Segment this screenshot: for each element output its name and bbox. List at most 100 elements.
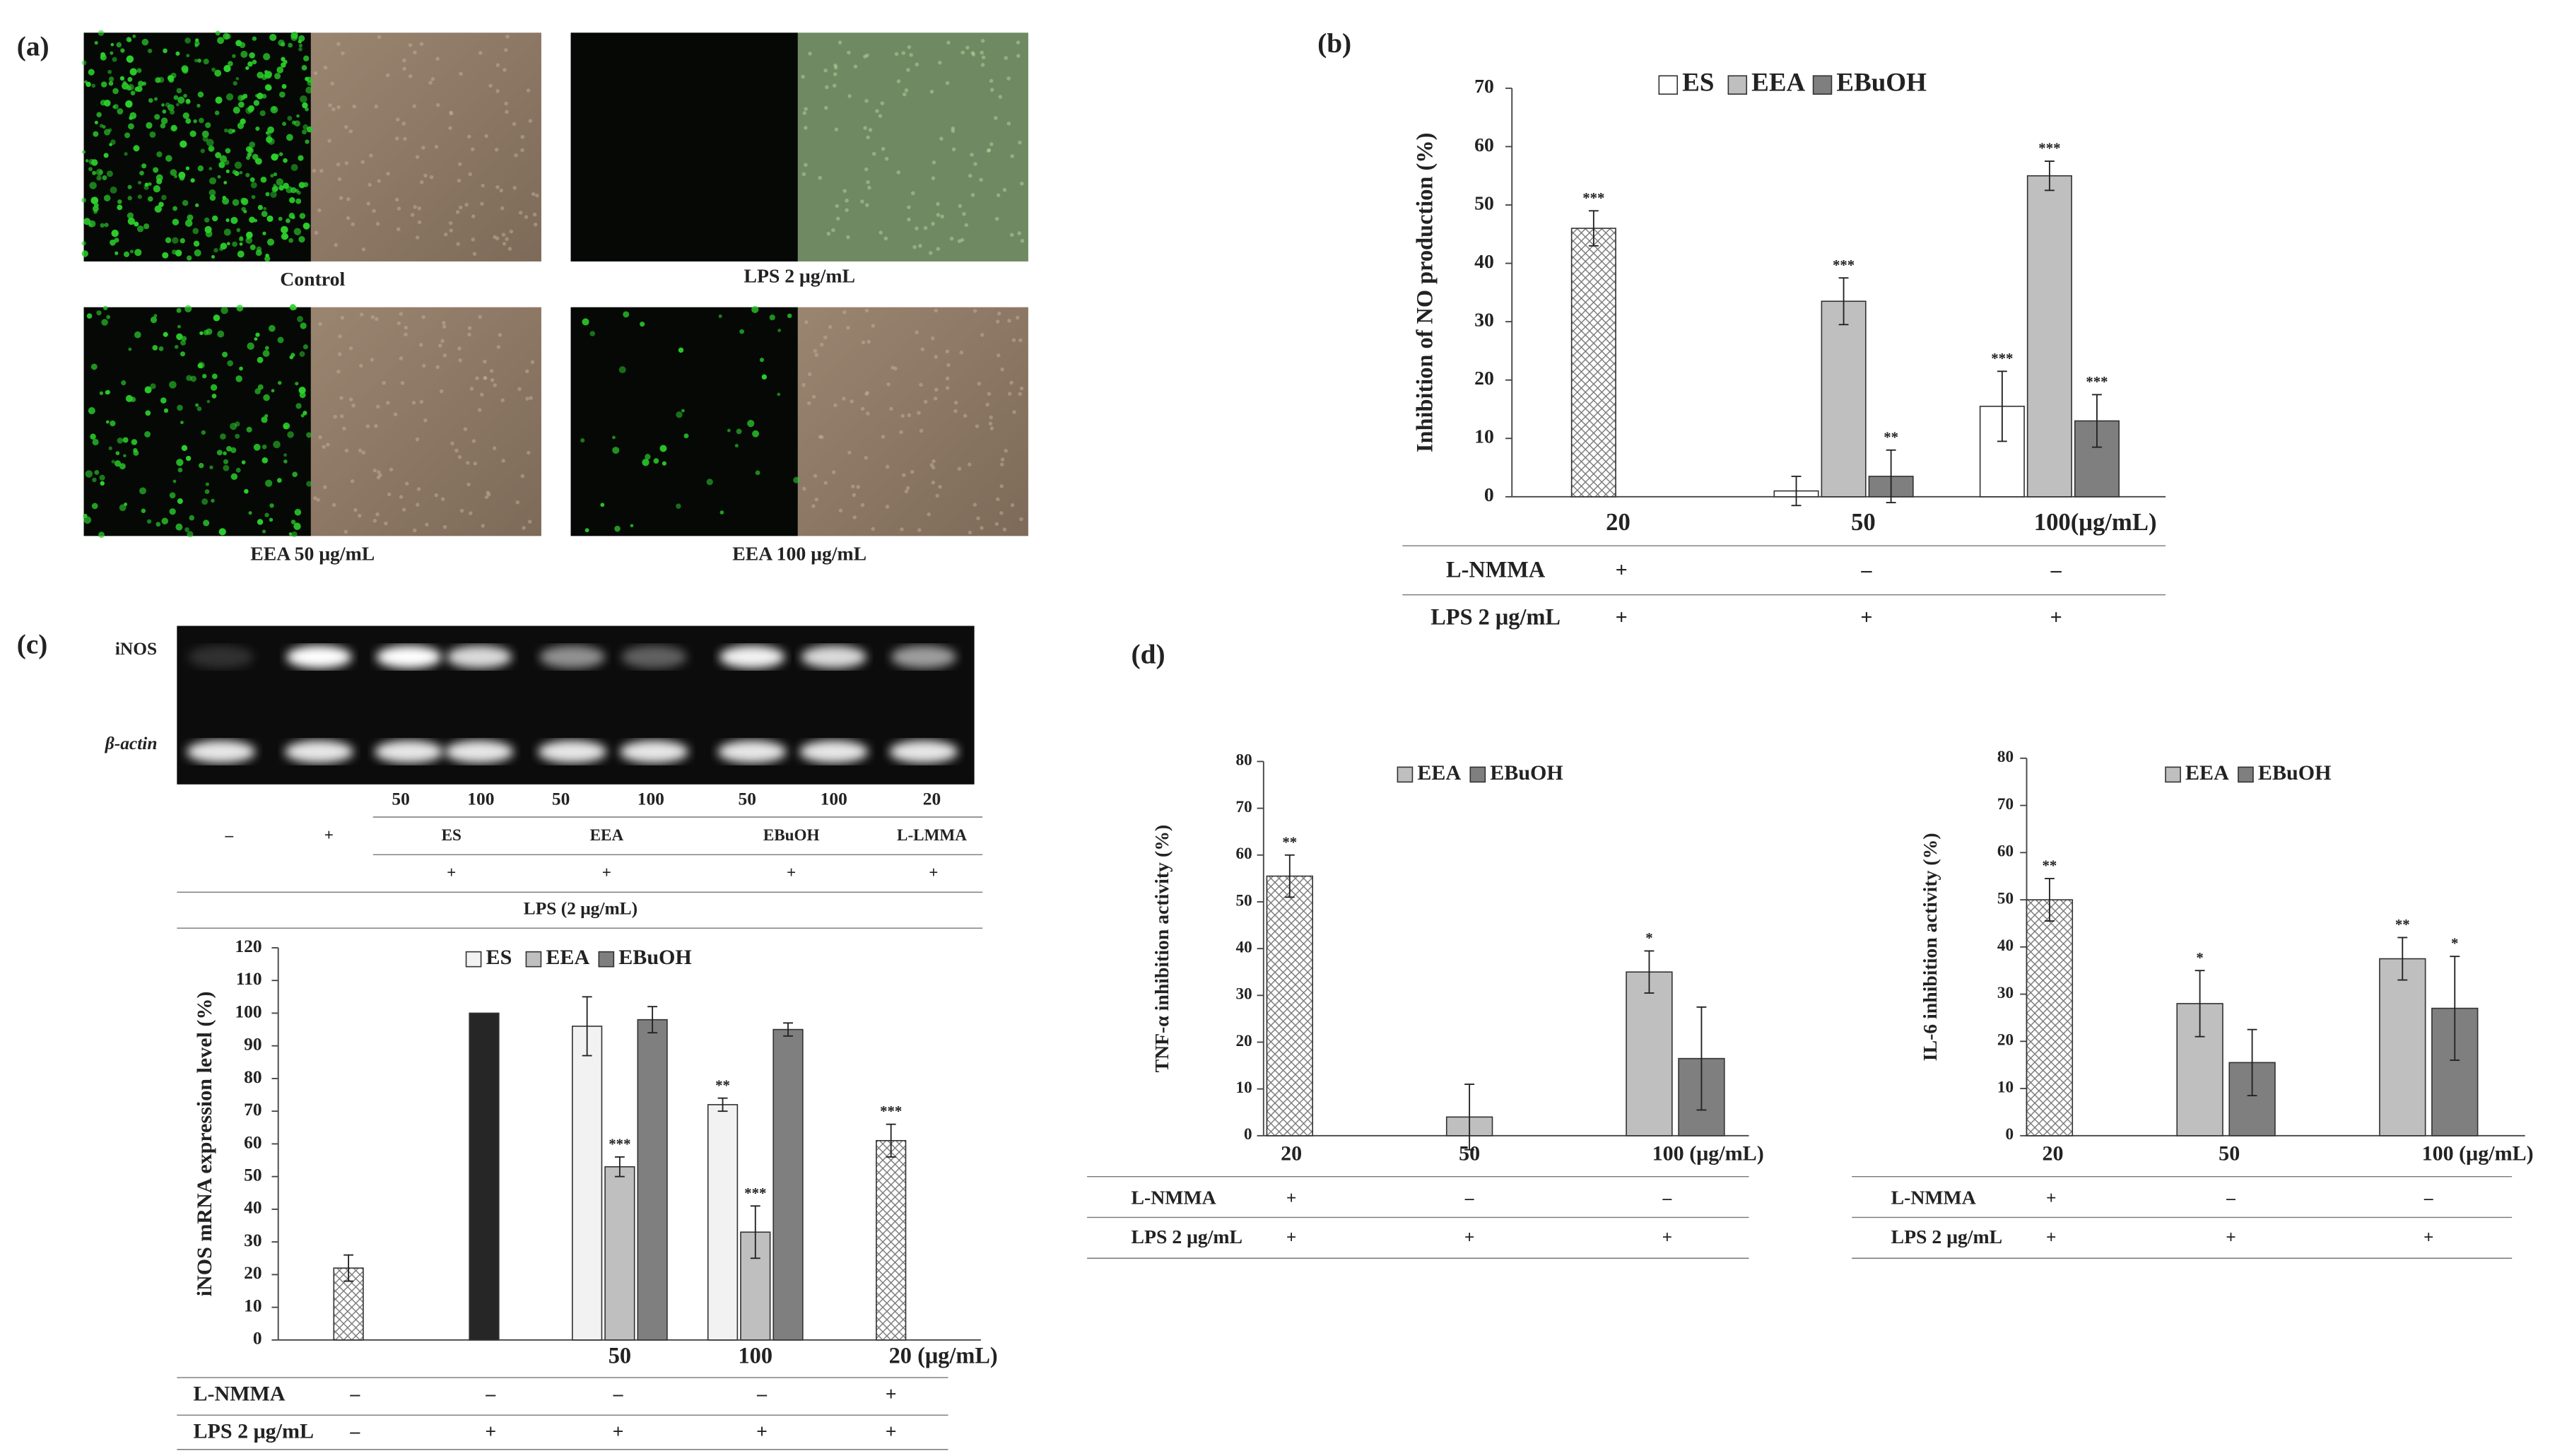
significance: *** — [1582, 190, 1604, 206]
table-cell: – — [485, 1383, 496, 1405]
cell-texture — [493, 235, 497, 240]
y-axis-label: TNF-α inhibition activity (%) — [1151, 825, 1173, 1073]
cell-dot — [303, 55, 310, 61]
cell-dot — [305, 86, 312, 94]
cell-texture — [418, 343, 423, 347]
cell-dot — [161, 194, 167, 201]
cell-dot — [100, 81, 107, 88]
cell-texture — [413, 50, 417, 54]
cell-dot — [208, 189, 216, 196]
y-tick-label: 50 — [244, 1164, 262, 1185]
y-tick-label: 0 — [2005, 1125, 2014, 1144]
cell-dot — [228, 61, 233, 66]
cell-dot — [582, 318, 589, 326]
cell-texture — [989, 415, 993, 420]
cell-dot — [160, 117, 168, 124]
cell-dot — [184, 527, 190, 532]
cell-texture — [361, 450, 366, 455]
cell-dot — [266, 215, 274, 223]
y-tick-label: 70 — [1997, 795, 2014, 814]
cell-dot — [153, 167, 159, 173]
error-bar — [343, 1254, 354, 1282]
cell-texture — [374, 423, 378, 428]
cell-dot — [115, 451, 120, 455]
cell-dot — [306, 126, 313, 133]
plus-label: + — [602, 864, 611, 882]
cell-dot — [128, 347, 132, 351]
cell-texture — [906, 68, 910, 72]
cell-texture — [802, 486, 806, 491]
cell-texture — [505, 110, 509, 115]
cell-dot — [100, 481, 105, 486]
cell-texture — [442, 324, 447, 329]
cell-texture — [970, 51, 975, 55]
error-bar — [1791, 476, 1802, 507]
cell-dot — [177, 498, 183, 505]
cell-texture — [366, 201, 371, 206]
cell-dot — [88, 167, 93, 172]
table-cell: + — [2226, 1226, 2236, 1247]
cell-texture — [894, 52, 899, 57]
cell-texture — [945, 349, 950, 353]
cell-dot — [270, 105, 278, 114]
cell-texture — [847, 94, 852, 98]
cell-dot — [299, 392, 306, 399]
cell-texture — [998, 95, 1003, 99]
cell-dot — [94, 41, 98, 45]
legend-swatch — [2165, 766, 2181, 783]
bar — [772, 1028, 804, 1341]
cell-dot — [88, 220, 96, 228]
cell-dot — [640, 322, 645, 327]
cell-texture — [835, 216, 840, 221]
cell-texture — [394, 136, 399, 141]
cell-dot — [223, 128, 228, 133]
y-tick-label: 80 — [244, 1067, 262, 1087]
cell-texture — [435, 102, 440, 107]
y-tick-label: 70 — [1236, 798, 1252, 816]
error-bar — [2450, 956, 2460, 1061]
cell-dot — [276, 66, 284, 74]
cell-texture — [863, 126, 867, 130]
cell-texture — [808, 52, 812, 56]
y-tick-label: 30 — [1236, 985, 1252, 1004]
cell-dot — [290, 353, 295, 358]
cell-dot — [130, 90, 136, 95]
cell-texture — [340, 315, 345, 320]
cell-texture — [348, 397, 353, 401]
cell-texture — [896, 170, 901, 175]
cell-dot — [180, 421, 184, 425]
cell-dot — [123, 251, 130, 257]
cell-texture — [387, 492, 392, 497]
cell-dot — [138, 81, 144, 87]
cell-dot — [287, 115, 293, 121]
plus-label: + — [447, 864, 456, 882]
cell-dot — [286, 134, 293, 141]
cell-texture — [968, 530, 973, 535]
cell-texture — [860, 406, 865, 411]
cell-texture — [410, 213, 415, 217]
legend-swatch — [1658, 75, 1679, 95]
cell-dot — [237, 101, 245, 108]
cell-texture — [473, 462, 478, 466]
x-tick-label: 100 (μg/mL) — [2422, 1141, 2534, 1165]
cell-dot — [209, 465, 213, 470]
cell-texture — [455, 210, 460, 214]
cell-texture — [394, 197, 399, 202]
cell-texture — [316, 498, 320, 502]
y-tick-label: 110 — [236, 968, 262, 989]
cell-texture — [437, 344, 442, 348]
cell-dot — [226, 446, 232, 452]
cell-texture — [842, 397, 846, 401]
cell-texture — [975, 424, 980, 428]
cell-dot — [232, 241, 237, 247]
cell-texture — [375, 317, 379, 322]
cell-texture — [505, 34, 510, 39]
cell-dot — [108, 446, 112, 450]
photo-caption: EEA 50 μg/mL — [250, 543, 375, 565]
cell-dot — [196, 406, 202, 411]
cell-texture — [980, 38, 985, 43]
cell-texture — [934, 355, 939, 359]
cell-texture — [505, 237, 509, 241]
bar — [572, 1026, 603, 1341]
bar — [2026, 899, 2074, 1137]
